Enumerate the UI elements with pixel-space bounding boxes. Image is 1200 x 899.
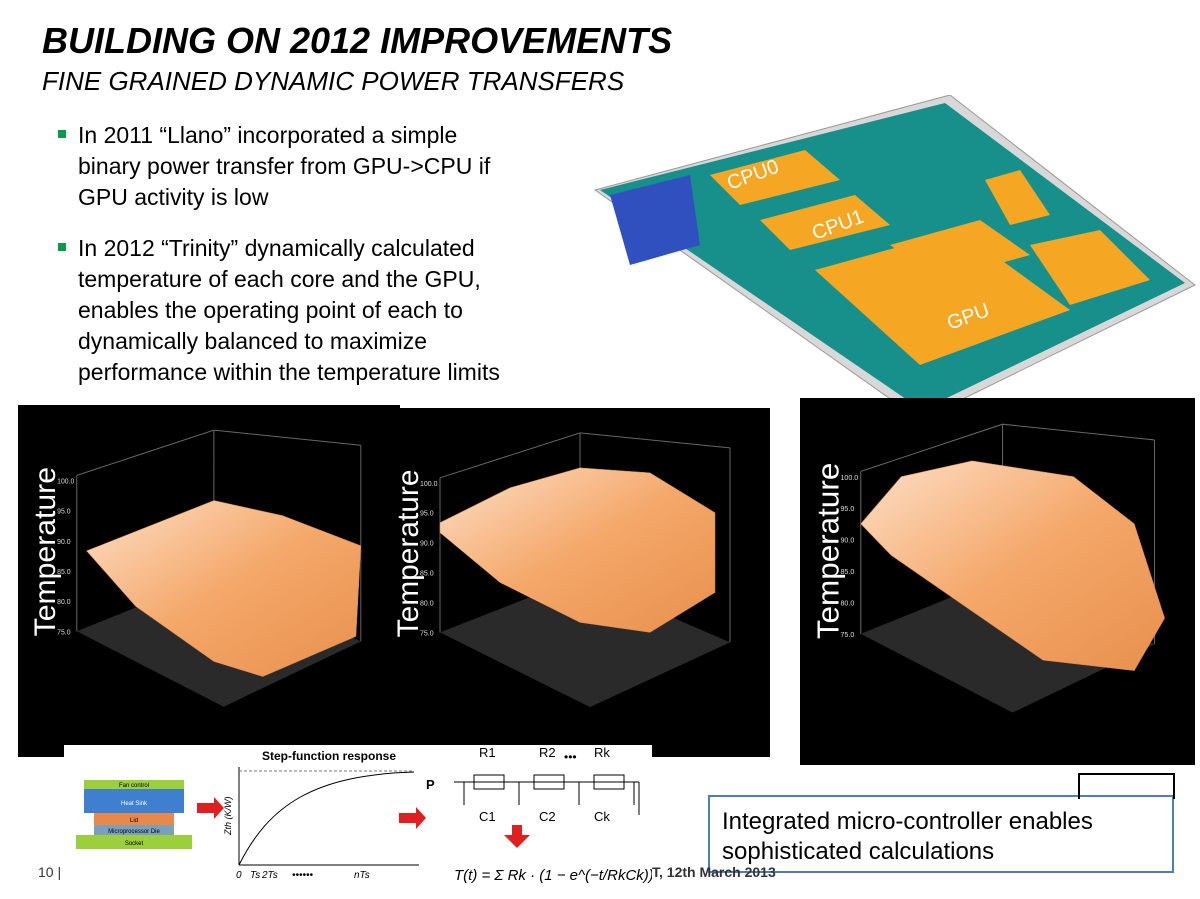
- x-label: nTs: [354, 870, 370, 881]
- callout-line: Integrated micro-controller enables: [722, 808, 1093, 835]
- bullet-marker: [58, 243, 66, 251]
- tick-label: 80.0: [57, 599, 70, 606]
- bullet-line: GPU activity is low: [78, 184, 269, 210]
- footer-event: T, 12th March 2013: [652, 864, 776, 880]
- axis-label: Temperature: [30, 467, 63, 636]
- bullet: In 2011 “Llano” incorporated a simple bin…: [58, 120, 490, 213]
- bullet: In 2012 “Trinity” dynamically calculated…: [58, 233, 500, 388]
- surface: [439, 467, 716, 633]
- layer-label: Microprocessor Die: [108, 829, 160, 835]
- bullet-line: enables the operating point of each to: [78, 297, 463, 323]
- title: BUILDING ON 2012 IMPROVEMENTS: [42, 20, 673, 61]
- surface: [86, 500, 362, 677]
- tick-label: 95.0: [57, 509, 70, 516]
- thermal-diagram-svg: Fan control Heat Sink Lid Microprocessor Di…: [76, 745, 652, 884]
- box: [1078, 773, 1175, 799]
- tick-label: 90.0: [420, 541, 434, 548]
- layer-label: Heat Sink: [121, 801, 148, 807]
- bullet-marker: [58, 130, 66, 138]
- capacitor-label: Ck: [594, 809, 610, 824]
- bullet-line: dynamically balanced to maximize: [78, 328, 427, 354]
- bullet-line: temperature of each core and the GPU,: [78, 266, 481, 292]
- tick-label: 85.0: [420, 571, 434, 578]
- tick-label: 100.0: [57, 478, 74, 485]
- x-label: 2Ts: [261, 870, 278, 881]
- tick-label: 75.0: [841, 630, 855, 639]
- tick-label: 85.0: [841, 567, 855, 576]
- tick-label: 90.0: [841, 536, 855, 545]
- y-label: Zth (K/W): [223, 797, 233, 837]
- input-label: P: [426, 777, 435, 792]
- x-label: 0: [236, 870, 242, 881]
- resistor-label: Rk: [594, 745, 610, 760]
- tick-label: 95.0: [841, 504, 855, 513]
- formula: T(t) = Σ Rk · (1 − e^(−t/RkCk)): [454, 867, 652, 884]
- graph-title: Step-function response: [262, 749, 396, 763]
- layer-label: Lid: [130, 818, 138, 824]
- tick-label: 90.0: [57, 539, 70, 546]
- bullet-line: In 2011 “Llano” incorporated a simple: [78, 122, 458, 148]
- floor: [440, 577, 730, 708]
- layer-label: Fan control: [119, 783, 149, 789]
- axis-label: Temperature: [392, 470, 425, 638]
- surface: [860, 460, 1165, 671]
- callout-line: sophisticated calculations: [722, 838, 995, 865]
- x-label: ••••••: [292, 870, 314, 881]
- resistor-label: R2: [539, 745, 556, 760]
- bullet-line: performance within the temperature limit…: [78, 359, 500, 385]
- tick-label: 100.0: [420, 481, 438, 488]
- tick-label: 75.0: [420, 630, 434, 637]
- subtitle: FINE GRAINED DYNAMIC POWER TRANSFERS: [42, 66, 625, 96]
- callout: Integrated micro-controller enables sophi…: [708, 795, 1174, 873]
- tick-label: 95.0: [420, 511, 434, 518]
- axis-label: Temperature: [811, 463, 845, 639]
- tick-label: 80.0: [841, 598, 855, 607]
- page-number: 10 |: [38, 864, 62, 880]
- tick-label: 80.0: [420, 600, 434, 607]
- bullet-line: binary power transfer from GPU->CPU if: [78, 153, 491, 179]
- dots: •••: [564, 750, 577, 764]
- tick-label: 100.0: [841, 473, 859, 482]
- resistor-label: R1: [479, 745, 496, 760]
- floor: [860, 576, 1155, 713]
- capacitor-label: C1: [479, 809, 496, 824]
- layer-label: Socket: [125, 841, 144, 847]
- tick-label: 85.0: [57, 569, 70, 576]
- tick-label: 75.0: [57, 629, 70, 636]
- bullet-line: In 2012 “Trinity” dynamically calculated: [78, 235, 475, 261]
- x-label: Ts: [250, 870, 260, 881]
- capacitor-label: C2: [539, 809, 556, 824]
